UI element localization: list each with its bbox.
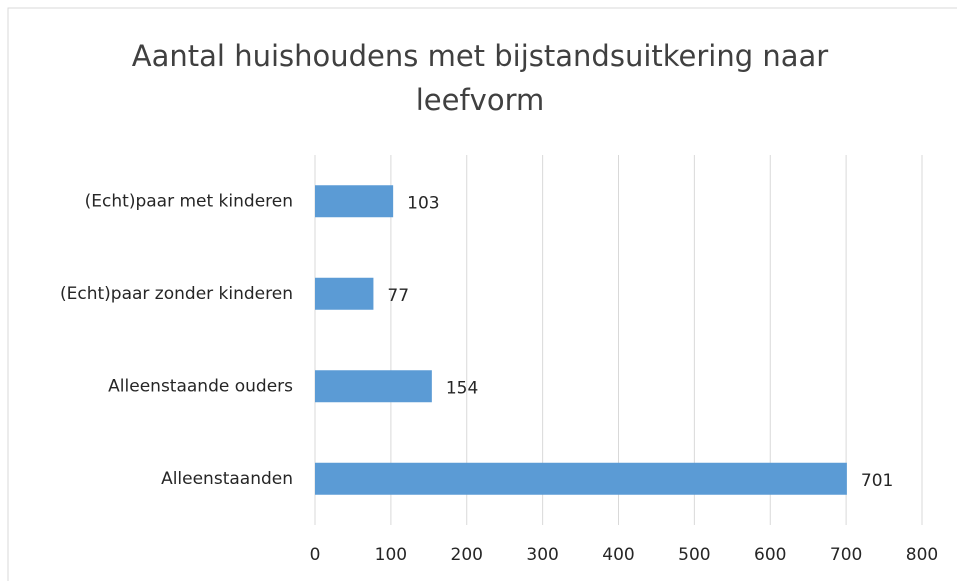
x-tick-label: 600 <box>754 545 786 565</box>
bar <box>315 185 394 218</box>
bar <box>315 462 847 495</box>
data-label: 77 <box>387 286 409 306</box>
x-tick-label: 400 <box>602 545 634 565</box>
data-label: 154 <box>446 378 478 398</box>
y-tick-label: Alleenstaanden <box>161 469 293 489</box>
x-tick-label: 500 <box>678 545 710 565</box>
data-label: 701 <box>861 471 893 491</box>
chart-title: Aantal huishoudens met bijstandsuitkerin… <box>131 39 829 117</box>
x-tick-label: 100 <box>375 545 407 565</box>
x-tick-label: 800 <box>906 545 938 565</box>
y-tick-label: Alleenstaande ouders <box>108 376 293 396</box>
data-label: 103 <box>407 193 439 213</box>
x-tick-label: 0 <box>310 545 321 565</box>
bar <box>315 277 374 310</box>
bar <box>315 370 432 403</box>
x-tick-label: 700 <box>830 545 862 565</box>
y-tick-label: (Echt)paar zonder kinderen <box>60 284 293 304</box>
y-tick-label: (Echt)paar met kinderen <box>85 191 293 211</box>
x-tick-label: 200 <box>451 545 483 565</box>
x-tick-label: 300 <box>526 545 558 565</box>
chart-frame <box>7 7 957 581</box>
